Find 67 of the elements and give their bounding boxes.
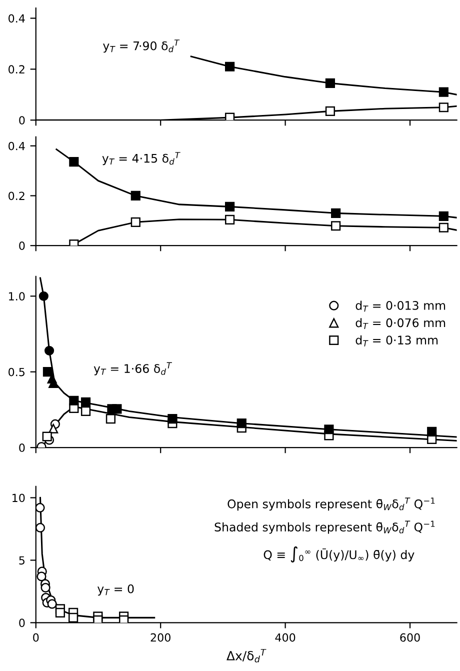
point — [106, 414, 116, 424]
point — [42, 432, 52, 442]
annotation: y$_{T}$ = 7·90 δ$_{d}$$^{T}$ — [103, 40, 180, 53]
point — [438, 87, 448, 97]
legend-label: d$_{T}$ = 0·076 mm — [356, 318, 446, 329]
point — [325, 78, 335, 88]
point — [47, 599, 57, 609]
point — [438, 211, 448, 221]
point — [42, 367, 53, 377]
legend-label: d$_{T}$ = 0·13 mm — [356, 335, 438, 346]
annotation: y$_{T}$ = 1·66 δ$_{d}$$^{T}$ — [94, 362, 172, 376]
y-tick-label: 0 — [19, 444, 25, 452]
point — [36, 502, 45, 513]
point — [225, 214, 235, 224]
legend-label: d$_{T}$ = 0·013 mm — [356, 300, 446, 312]
point — [36, 572, 46, 582]
point — [427, 426, 437, 436]
point — [225, 62, 235, 72]
x-tick-label: 200 — [150, 633, 170, 642]
point — [325, 106, 335, 116]
point — [38, 291, 48, 301]
point — [119, 615, 129, 623]
y-tick-label: 10 — [12, 494, 25, 502]
point — [168, 414, 178, 424]
y-tick-label: 0.5 — [8, 368, 24, 376]
x-axis-title: Δx/δ$_{d}$$^{T}$ — [226, 649, 266, 662]
point — [225, 112, 235, 120]
point — [130, 217, 140, 227]
point — [93, 615, 103, 623]
point — [130, 190, 140, 201]
annotation: Q ≡ ∫$_{0}$$^{∞}$ (Ū(y)/U$_{∞}$) θ̄(y) dy — [264, 546, 414, 563]
annotation: y$_{T}$ = 4·15 δ$_{d}$$^{T}$ — [102, 152, 180, 166]
point — [112, 404, 122, 414]
y-tick-label: 5 — [19, 556, 24, 565]
line-series — [190, 56, 457, 96]
point — [40, 582, 50, 592]
y-tick-label: 0.4 — [8, 142, 25, 150]
y-tick-label: 0 — [19, 116, 25, 124]
point — [80, 406, 91, 416]
x-tick-label: 600 — [400, 633, 420, 642]
point — [69, 396, 79, 406]
annotation: y$_{T}$ = 0 — [97, 584, 134, 596]
x-tick-label: 0 — [33, 633, 39, 642]
point — [236, 418, 246, 428]
point — [48, 424, 58, 434]
point — [225, 202, 235, 212]
point — [36, 522, 46, 533]
y-tick-label: 0 — [19, 618, 25, 628]
point — [69, 157, 79, 167]
point — [44, 346, 54, 356]
point — [331, 221, 341, 231]
y-tick-label: 0.2 — [8, 65, 24, 74]
point — [55, 608, 65, 618]
point — [438, 102, 448, 112]
x-tick-label: 400 — [275, 633, 296, 642]
point — [324, 424, 334, 434]
y-tick-label: 0.4 — [8, 14, 25, 23]
y-tick-label: 1.0 — [9, 292, 25, 301]
point — [438, 222, 448, 232]
point — [68, 612, 78, 622]
point — [331, 208, 341, 218]
y-tick-label: 0 — [19, 242, 25, 250]
point — [80, 397, 91, 407]
y-tick-label: 0.2 — [8, 192, 24, 200]
annotation: Open symbols represent θ̄$_{W}$δ$_{d}$$^{T}$ Q$^{−1}$ — [228, 498, 435, 511]
annotation: Shaded symbols represent θ̄$_{W}$δ$_{d}$$^{T}$ Q$^{−1}$ — [214, 520, 435, 534]
line-series — [39, 277, 457, 438]
